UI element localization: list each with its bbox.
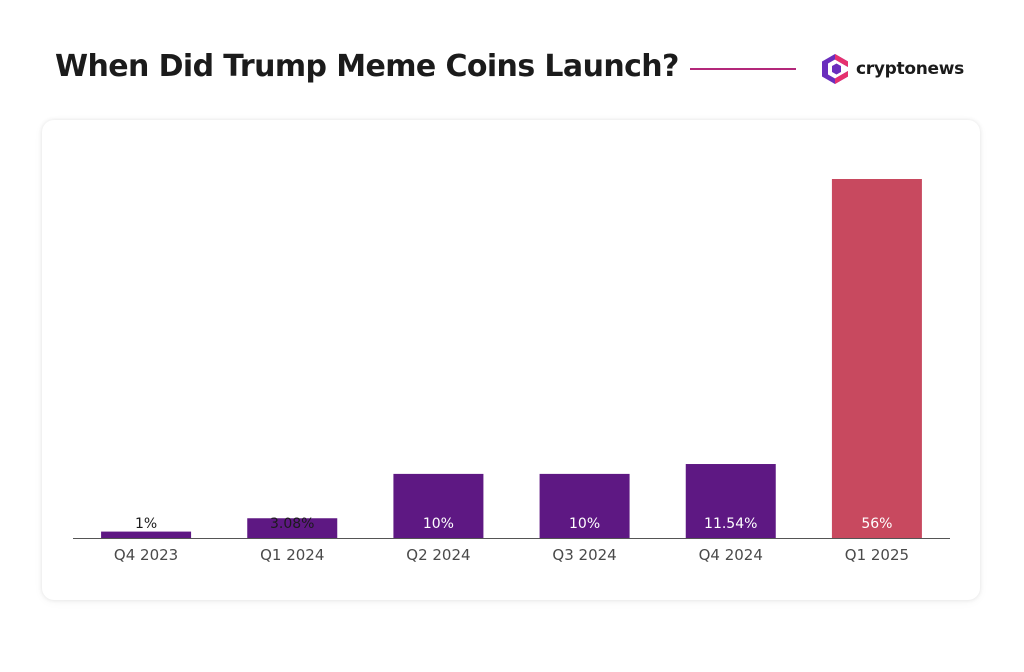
x-tick-label: Q1 2025 bbox=[845, 546, 909, 564]
x-tick-label: Q4 2024 bbox=[699, 546, 763, 564]
bar-q4-2024 bbox=[685, 464, 776, 538]
brand-logo: cryptonews bbox=[820, 52, 964, 86]
bar-q1-2024 bbox=[247, 518, 338, 538]
bar-value-label: 11.54% bbox=[704, 516, 757, 532]
bar-value-label: 10% bbox=[569, 516, 600, 532]
cryptonews-logo-icon bbox=[822, 54, 848, 84]
x-tick-label: Q2 2024 bbox=[406, 546, 470, 564]
bar-q4-2023 bbox=[101, 531, 192, 538]
bar-q1-2025 bbox=[831, 179, 922, 538]
x-tick-label: Q1 2024 bbox=[260, 546, 324, 564]
bar-q2-2024 bbox=[393, 473, 484, 538]
bar-value-label: 56% bbox=[861, 516, 892, 532]
bar-value-label: 3.08% bbox=[270, 516, 314, 532]
page-title: When Did Trump Meme Coins Launch? bbox=[55, 49, 679, 84]
bar-value-label: 10% bbox=[423, 516, 454, 532]
x-tick-label: Q4 2023 bbox=[114, 546, 178, 564]
brand-name: cryptonews bbox=[856, 59, 964, 79]
bar-q3-2024 bbox=[539, 473, 630, 538]
chart-card: 1% Q4 2023 3.08% Q1 2024 10% Q2 2024 10% Q3 202… bbox=[42, 120, 980, 600]
bar-value-label: 1% bbox=[135, 516, 157, 532]
bar-chart: 1% Q4 2023 3.08% Q1 2024 10% Q2 2024 10% Q3 202… bbox=[73, 179, 950, 564]
x-tick-label: Q3 2024 bbox=[552, 546, 616, 564]
title-divider-line bbox=[690, 68, 796, 70]
